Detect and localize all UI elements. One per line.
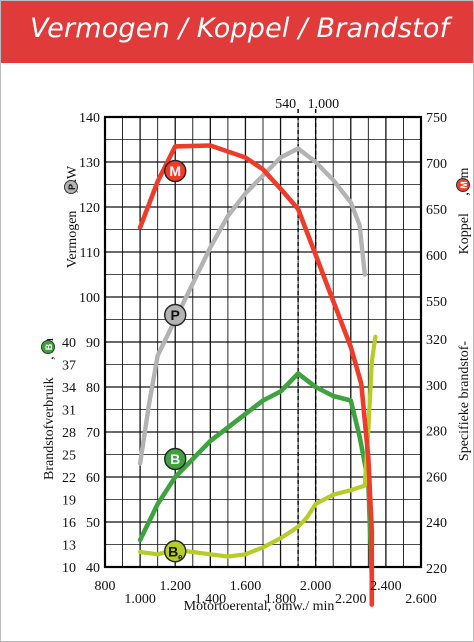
series-badge-letter: P [171,307,180,323]
reference-label: 1.000 [308,97,340,112]
torque-axis-title: Koppel [457,213,472,254]
y-axis-label-power: Vermogen , kW P [64,165,80,269]
y-tick-label-fuel: 40 [62,336,76,351]
series-badge-letter: M [169,163,181,179]
y-tick-label-fuel: 16 [62,516,76,531]
series-badge-be [164,540,187,563]
y-tick-label-fuel: 28 [62,426,76,441]
series-line-be [138,334,378,559]
plot-area-border [103,115,423,569]
series-line-p [137,146,367,466]
y-tick-label-power: 70 [86,426,100,441]
y-tick-label-power: 50 [86,516,100,531]
torque-axis-badge-letter: M [459,181,469,189]
y-tick-label-fuel: 19 [62,494,76,509]
y-tick-label-specific: 300 [426,379,447,394]
y-tick-label-torque: 600 [426,249,447,264]
series-badge-subscript: e [178,552,183,561]
y-tick-label-specific: 220 [426,562,447,577]
y-tick-label-power: 80 [86,381,100,396]
fuel-axis-badge [41,340,55,354]
x-tick-label: 1.800 [265,592,297,607]
y-axis-label-fuel: Brandstofverbruik , l/h B [41,338,57,480]
power-axis-badge [64,180,78,194]
y-tick-label-power: 90 [86,336,100,351]
x-tick-label: 2.000 [300,579,332,594]
x-tick-label: 800 [95,579,116,594]
y-tick-label-fuel: 10 [62,561,76,576]
x-tick-label: 1.400 [195,592,227,607]
y-tick-label-power: 130 [79,156,100,171]
y-axis-label-specific: Specifieke brandstof- [457,341,472,461]
y-tick-label-fuel: 34 [62,381,76,396]
x-tick-label: 2.400 [370,579,402,594]
y-tick-label-power: 120 [79,201,100,216]
y-tick-label-fuel: 25 [62,449,76,464]
fuel-axis-badge-letter: B [44,343,54,350]
y-tick-label-power: 110 [80,246,100,261]
power-axis-title: Vermogen [65,211,80,269]
series-badge-p [164,303,187,327]
y-tick-label-torque: 750 [426,111,447,126]
y-tick-label-fuel: 13 [62,539,76,554]
series-badge-letter: B [168,543,178,559]
series-line-m [137,143,375,607]
x-tick-label: 1.000 [124,592,156,607]
power-axis-badge-letter: P [67,184,77,190]
y-tick-label-fuel: 31 [62,404,76,419]
x-tick-label: 2.600 [405,592,437,607]
y-tick-label-specific: 320 [426,333,447,348]
torque-axis-badge [456,178,470,192]
y-tick-label-fuel: 37 [62,359,76,374]
y-tick-label-torque: 650 [426,203,447,218]
fuel-axis-title: Brandstofverbruik [42,377,57,480]
y-tick-label-torque: 550 [426,295,447,310]
x-axis-label: Motortoerental, omw./ min [184,599,335,614]
x-tick-label: 1.200 [159,579,191,594]
series-badge-b [164,447,187,471]
y-tick-label-specific: 280 [426,425,447,440]
y-tick-label-power: 40 [86,561,100,576]
y-axis-label-torque: Koppel , Nm M [456,168,472,254]
y-tick-label-fuel: 22 [62,471,76,486]
x-tick-label: 2.200 [335,592,367,607]
reference-label: 540 [275,97,296,112]
x-tick-label: 1.600 [230,579,262,594]
svg-text:Brandstofverbruik , l/: Brandstofverbruik , l/h [42,338,57,480]
engine-performance-chart: Motortoerental, omw./ min Vermogen , kW … [41,97,472,614]
y-tick-label-power: 140 [79,111,100,126]
y-tick-label-specific: 240 [426,516,447,531]
page-title: Vermogen / Koppel / Brandstof [30,13,450,44]
series-badge-letter: B [170,451,180,467]
y-tick-label-torque: 700 [426,157,447,172]
y-tick-label-power: 100 [79,291,100,306]
y-tick-label-power: 60 [86,471,100,486]
series-line-b [137,371,375,579]
header-bar: Vermogen / Koppel / Brandstof [1,1,473,63]
y-tick-label-specific: 260 [426,470,447,485]
series-badge-m [164,159,187,183]
